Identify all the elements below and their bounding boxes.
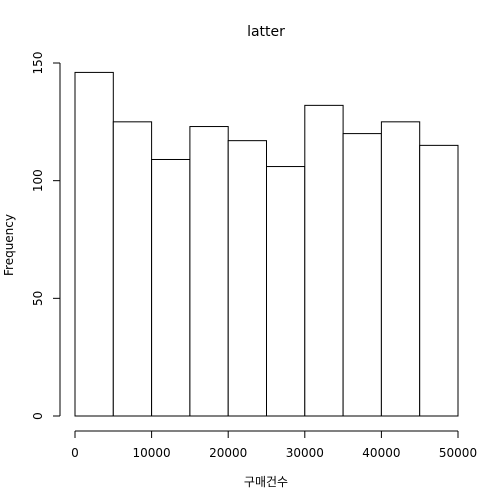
- y-axis-label: Frequency: [2, 214, 16, 276]
- x-axis-label: 구매건수: [244, 475, 288, 489]
- x-tick-label: 20000: [209, 446, 247, 460]
- histogram-bar: [304, 104, 344, 417]
- y-tick-label: 50: [31, 291, 45, 306]
- y-tick-label: 0: [31, 412, 45, 420]
- histogram-bar: [189, 126, 229, 417]
- y-tick-label: 150: [31, 52, 45, 75]
- x-tick-label: 40000: [362, 446, 400, 460]
- histogram-bar: [419, 144, 459, 417]
- x-tick-label: 0: [71, 446, 79, 460]
- histogram-bar: [380, 121, 421, 417]
- histogram-bar: [342, 133, 382, 417]
- histogram-bar: [266, 166, 306, 417]
- x-axis: 0 10000 20000 30000 40000 50000: [71, 430, 477, 460]
- histogram-bar: [74, 71, 114, 417]
- x-tick-label: 30000: [286, 446, 324, 460]
- histogram-bars: [74, 71, 459, 417]
- x-tick-label: 50000: [439, 446, 477, 460]
- histogram-bar: [112, 121, 153, 417]
- histogram-bar: [227, 140, 267, 417]
- y-tick-label: 100: [31, 169, 45, 192]
- histogram-bar: [151, 158, 191, 417]
- chart-title: latter: [247, 24, 285, 40]
- x-tick-label: 10000: [133, 446, 171, 460]
- y-axis: 0 50 100 150: [31, 52, 61, 420]
